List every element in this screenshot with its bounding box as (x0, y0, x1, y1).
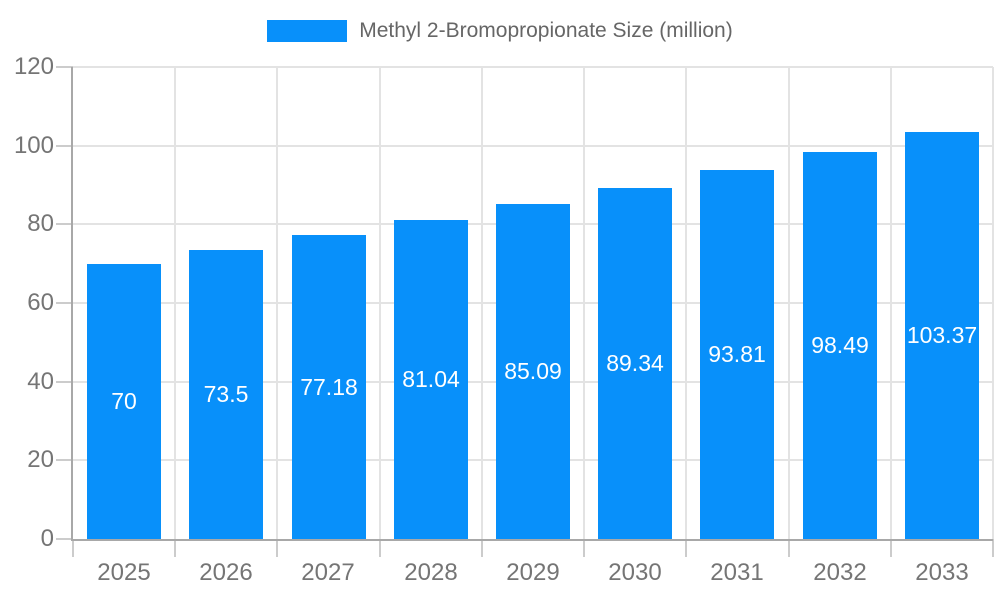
y-tick (56, 145, 73, 147)
y-axis-label: 20 (27, 446, 54, 473)
x-gridline (685, 67, 687, 539)
x-axis-label: 2025 (97, 559, 151, 586)
bar-value-label: 73.5 (203, 381, 249, 407)
x-axis-line (71, 539, 993, 541)
y-axis-label: 120 (13, 53, 54, 80)
x-gridline (276, 67, 278, 539)
x-axis-label: 2026 (199, 559, 253, 586)
y-tick (56, 302, 73, 304)
bar[interactable]: 93.81 (700, 170, 774, 539)
y-axis-label: 100 (13, 132, 54, 159)
bar-value-label: 85.09 (504, 358, 562, 384)
y-axis-label: 0 (40, 525, 54, 552)
x-axis-label: 2029 (506, 559, 560, 586)
bar-value-label: 93.81 (708, 341, 766, 367)
bar[interactable]: 77.18 (292, 235, 366, 539)
bar-value-label: 77.18 (300, 373, 358, 400)
x-axis-label: 2027 (301, 559, 355, 586)
bar[interactable]: 73.5 (189, 250, 263, 539)
bar-value-label: 103.37 (906, 322, 978, 348)
y-gridline (73, 66, 993, 68)
legend-label: Methyl 2-Bromopropionate Size (million) (359, 19, 733, 42)
x-gridline (890, 67, 892, 539)
x-tick (583, 539, 585, 557)
y-tick (56, 538, 73, 540)
bar[interactable]: 89.34 (598, 188, 672, 539)
x-gridline (481, 67, 483, 539)
x-tick (174, 539, 176, 557)
y-axis-label: 60 (27, 289, 54, 316)
x-tick (276, 539, 278, 557)
y-tick (56, 381, 73, 383)
bar[interactable]: 98.49 (803, 152, 877, 539)
x-tick (992, 539, 994, 557)
bar[interactable]: 81.04 (394, 220, 468, 539)
y-tick (56, 223, 73, 225)
bar-value-label: 70 (111, 388, 137, 414)
x-axis-label: 2033 (915, 559, 969, 586)
x-tick (72, 539, 74, 557)
x-gridline (583, 67, 585, 539)
bar-value-label: 98.49 (811, 332, 869, 358)
x-axis-label: 2028 (404, 559, 458, 586)
x-tick (379, 539, 381, 557)
y-axis-label: 80 (27, 210, 54, 237)
x-gridline (174, 67, 176, 539)
y-axis-label: 40 (27, 368, 54, 395)
bar[interactable]: 103.37 (905, 132, 979, 539)
x-tick (788, 539, 790, 557)
y-tick (56, 459, 73, 461)
bar[interactable]: 70 (87, 264, 161, 539)
x-tick (481, 539, 483, 557)
x-tick (685, 539, 687, 557)
x-axis-label: 2030 (608, 559, 662, 586)
legend-item[interactable]: Methyl 2-Bromopropionate Size (million) (0, 16, 1000, 46)
x-gridline (788, 67, 790, 539)
x-gridline (379, 67, 381, 539)
legend-swatch-icon (267, 20, 348, 42)
bar-value-label: 89.34 (606, 350, 664, 376)
x-axis-label: 2031 (710, 559, 764, 586)
y-axis-line (71, 67, 73, 541)
bar[interactable]: 85.09 (496, 204, 570, 539)
x-axis-label: 2032 (813, 559, 867, 586)
y-gridline (73, 145, 993, 147)
bar-value-label: 81.04 (402, 366, 460, 392)
x-tick (890, 539, 892, 557)
y-tick (56, 66, 73, 68)
x-gridline (992, 67, 994, 539)
